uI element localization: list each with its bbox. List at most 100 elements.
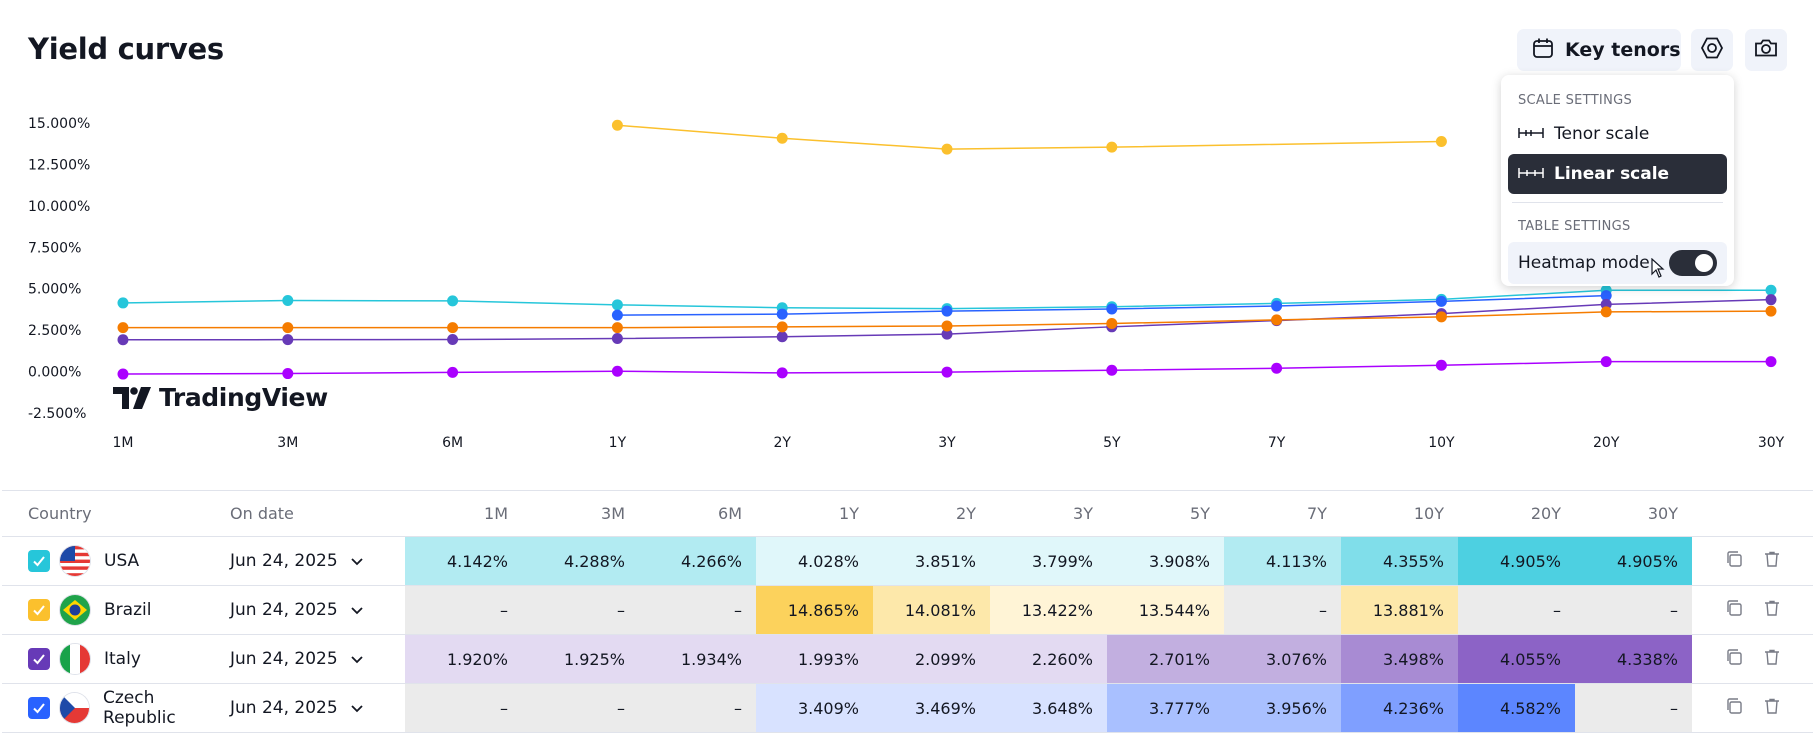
copy-icon[interactable] (1725, 697, 1743, 719)
data-point[interactable] (1271, 362, 1283, 374)
data-point[interactable] (1765, 294, 1777, 306)
trash-icon[interactable] (1763, 648, 1781, 670)
row-checkbox[interactable] (28, 550, 50, 572)
data-point[interactable] (776, 308, 788, 320)
country-name: Czech Republic (103, 688, 176, 728)
heatmap-mode-label: Heatmap mode (1518, 253, 1650, 273)
trash-icon[interactable] (1763, 550, 1781, 572)
data-point[interactable] (447, 295, 459, 307)
row-checkbox[interactable] (28, 697, 50, 719)
data-point[interactable] (282, 322, 294, 334)
row-checkbox[interactable] (28, 599, 50, 621)
tenor-header[interactable]: 3M (522, 490, 639, 537)
series-orange[interactable] (117, 305, 1777, 334)
data-point[interactable] (1600, 356, 1612, 368)
date-header[interactable]: On date (230, 490, 405, 537)
watermark-text: TradingView (159, 383, 328, 412)
series-brazil[interactable] (611, 119, 1447, 155)
linear-scale-option[interactable]: Linear scale (1508, 154, 1727, 194)
data-point[interactable] (941, 320, 953, 332)
data-point[interactable] (117, 297, 129, 309)
country-header[interactable]: Country (2, 490, 230, 537)
tenor-header[interactable]: 7Y (1224, 490, 1341, 537)
yield-cell: 3.799% (990, 536, 1107, 586)
data-point[interactable] (941, 328, 953, 340)
data-point[interactable] (1600, 290, 1612, 302)
copy-icon[interactable] (1725, 648, 1743, 670)
data-point[interactable] (282, 368, 294, 380)
data-point[interactable] (611, 322, 623, 334)
data-point[interactable] (1435, 359, 1447, 371)
series-italy[interactable] (117, 294, 1777, 346)
data-point[interactable] (1271, 300, 1283, 312)
tenor-scale-label: Tenor scale (1554, 124, 1650, 144)
data-point[interactable] (1600, 298, 1612, 310)
date-cell[interactable]: Jun 24, 2025 (230, 683, 405, 733)
data-point[interactable] (1435, 311, 1447, 323)
data-point[interactable] (941, 143, 953, 155)
yield-cell: 4.113% (1224, 536, 1341, 586)
date-cell[interactable]: Jun 24, 2025 (230, 634, 405, 684)
series-magenta[interactable] (117, 356, 1777, 380)
data-point[interactable] (447, 322, 459, 334)
data-point[interactable] (1106, 318, 1118, 330)
date-cell[interactable]: Jun 24, 2025 (230, 536, 405, 586)
tenor-header[interactable]: 6M (639, 490, 756, 537)
data-point[interactable] (1435, 295, 1447, 307)
tenor-header[interactable]: 5Y (1107, 490, 1224, 537)
data-point[interactable] (611, 365, 623, 377)
tenor-header[interactable]: 1Y (756, 490, 873, 537)
data-point[interactable] (611, 333, 623, 345)
data-point[interactable] (941, 305, 953, 317)
yield-cell: 3.908% (1107, 536, 1224, 586)
data-point[interactable] (117, 368, 129, 380)
data-point[interactable] (1106, 303, 1118, 315)
data-point[interactable] (117, 322, 129, 334)
tenor-header[interactable]: 10Y (1341, 490, 1458, 537)
data-point[interactable] (1271, 314, 1283, 326)
key-tenors-button[interactable]: Key tenors (1517, 29, 1681, 71)
row-checkbox[interactable] (28, 648, 50, 670)
screenshot-button[interactable] (1745, 29, 1787, 71)
data-point[interactable] (776, 367, 788, 379)
data-point[interactable] (941, 366, 953, 378)
data-point[interactable] (776, 321, 788, 333)
yield-cell: – (522, 683, 639, 733)
data-point[interactable] (447, 334, 459, 346)
tenor-header[interactable]: 2Y (873, 490, 990, 537)
date-cell[interactable]: Jun 24, 2025 (230, 585, 405, 635)
trash-icon[interactable] (1763, 697, 1781, 719)
data-point[interactable] (1106, 141, 1118, 153)
data-point[interactable] (611, 309, 623, 321)
data-point[interactable] (1765, 284, 1777, 296)
data-point[interactable] (282, 334, 294, 346)
series-czech-republic[interactable] (611, 290, 1612, 321)
heatmap-mode-row[interactable]: Heatmap mode (1508, 242, 1727, 284)
tenor-header[interactable]: 30Y (1575, 490, 1692, 537)
data-point[interactable] (776, 331, 788, 343)
data-point[interactable] (117, 334, 129, 346)
tenor-header[interactable]: 3Y (990, 490, 1107, 537)
data-point[interactable] (611, 299, 623, 311)
tenor-header[interactable]: 1M (405, 490, 522, 537)
heatmap-toggle[interactable] (1669, 250, 1717, 276)
settings-button[interactable] (1691, 29, 1733, 71)
data-point[interactable] (1765, 305, 1777, 317)
copy-icon[interactable] (1725, 550, 1743, 572)
data-point[interactable] (447, 366, 459, 378)
data-point[interactable] (1106, 364, 1118, 376)
y-axis-tick-label: 15.000% (28, 116, 90, 132)
data-point[interactable] (776, 132, 788, 144)
yield-curve-chart[interactable]: 15.000% 12.500% 10.000% 7.500% 5.000% 2.500% 0… (0, 95, 1813, 455)
tenor-header[interactable]: 20Y (1458, 490, 1575, 537)
data-point[interactable] (282, 295, 294, 307)
trash-icon[interactable] (1763, 599, 1781, 621)
data-point[interactable] (1600, 306, 1612, 318)
data-point[interactable] (1435, 136, 1447, 148)
data-point[interactable] (611, 119, 623, 131)
table-row: USA Jun 24, 2025 4.142% 4.288% 4.266% 4.028% 3… (2, 536, 1813, 586)
yield-cell: – (1575, 683, 1692, 733)
tenor-scale-option[interactable]: Tenor scale (1508, 114, 1727, 154)
data-point[interactable] (1765, 356, 1777, 368)
copy-icon[interactable] (1725, 599, 1743, 621)
